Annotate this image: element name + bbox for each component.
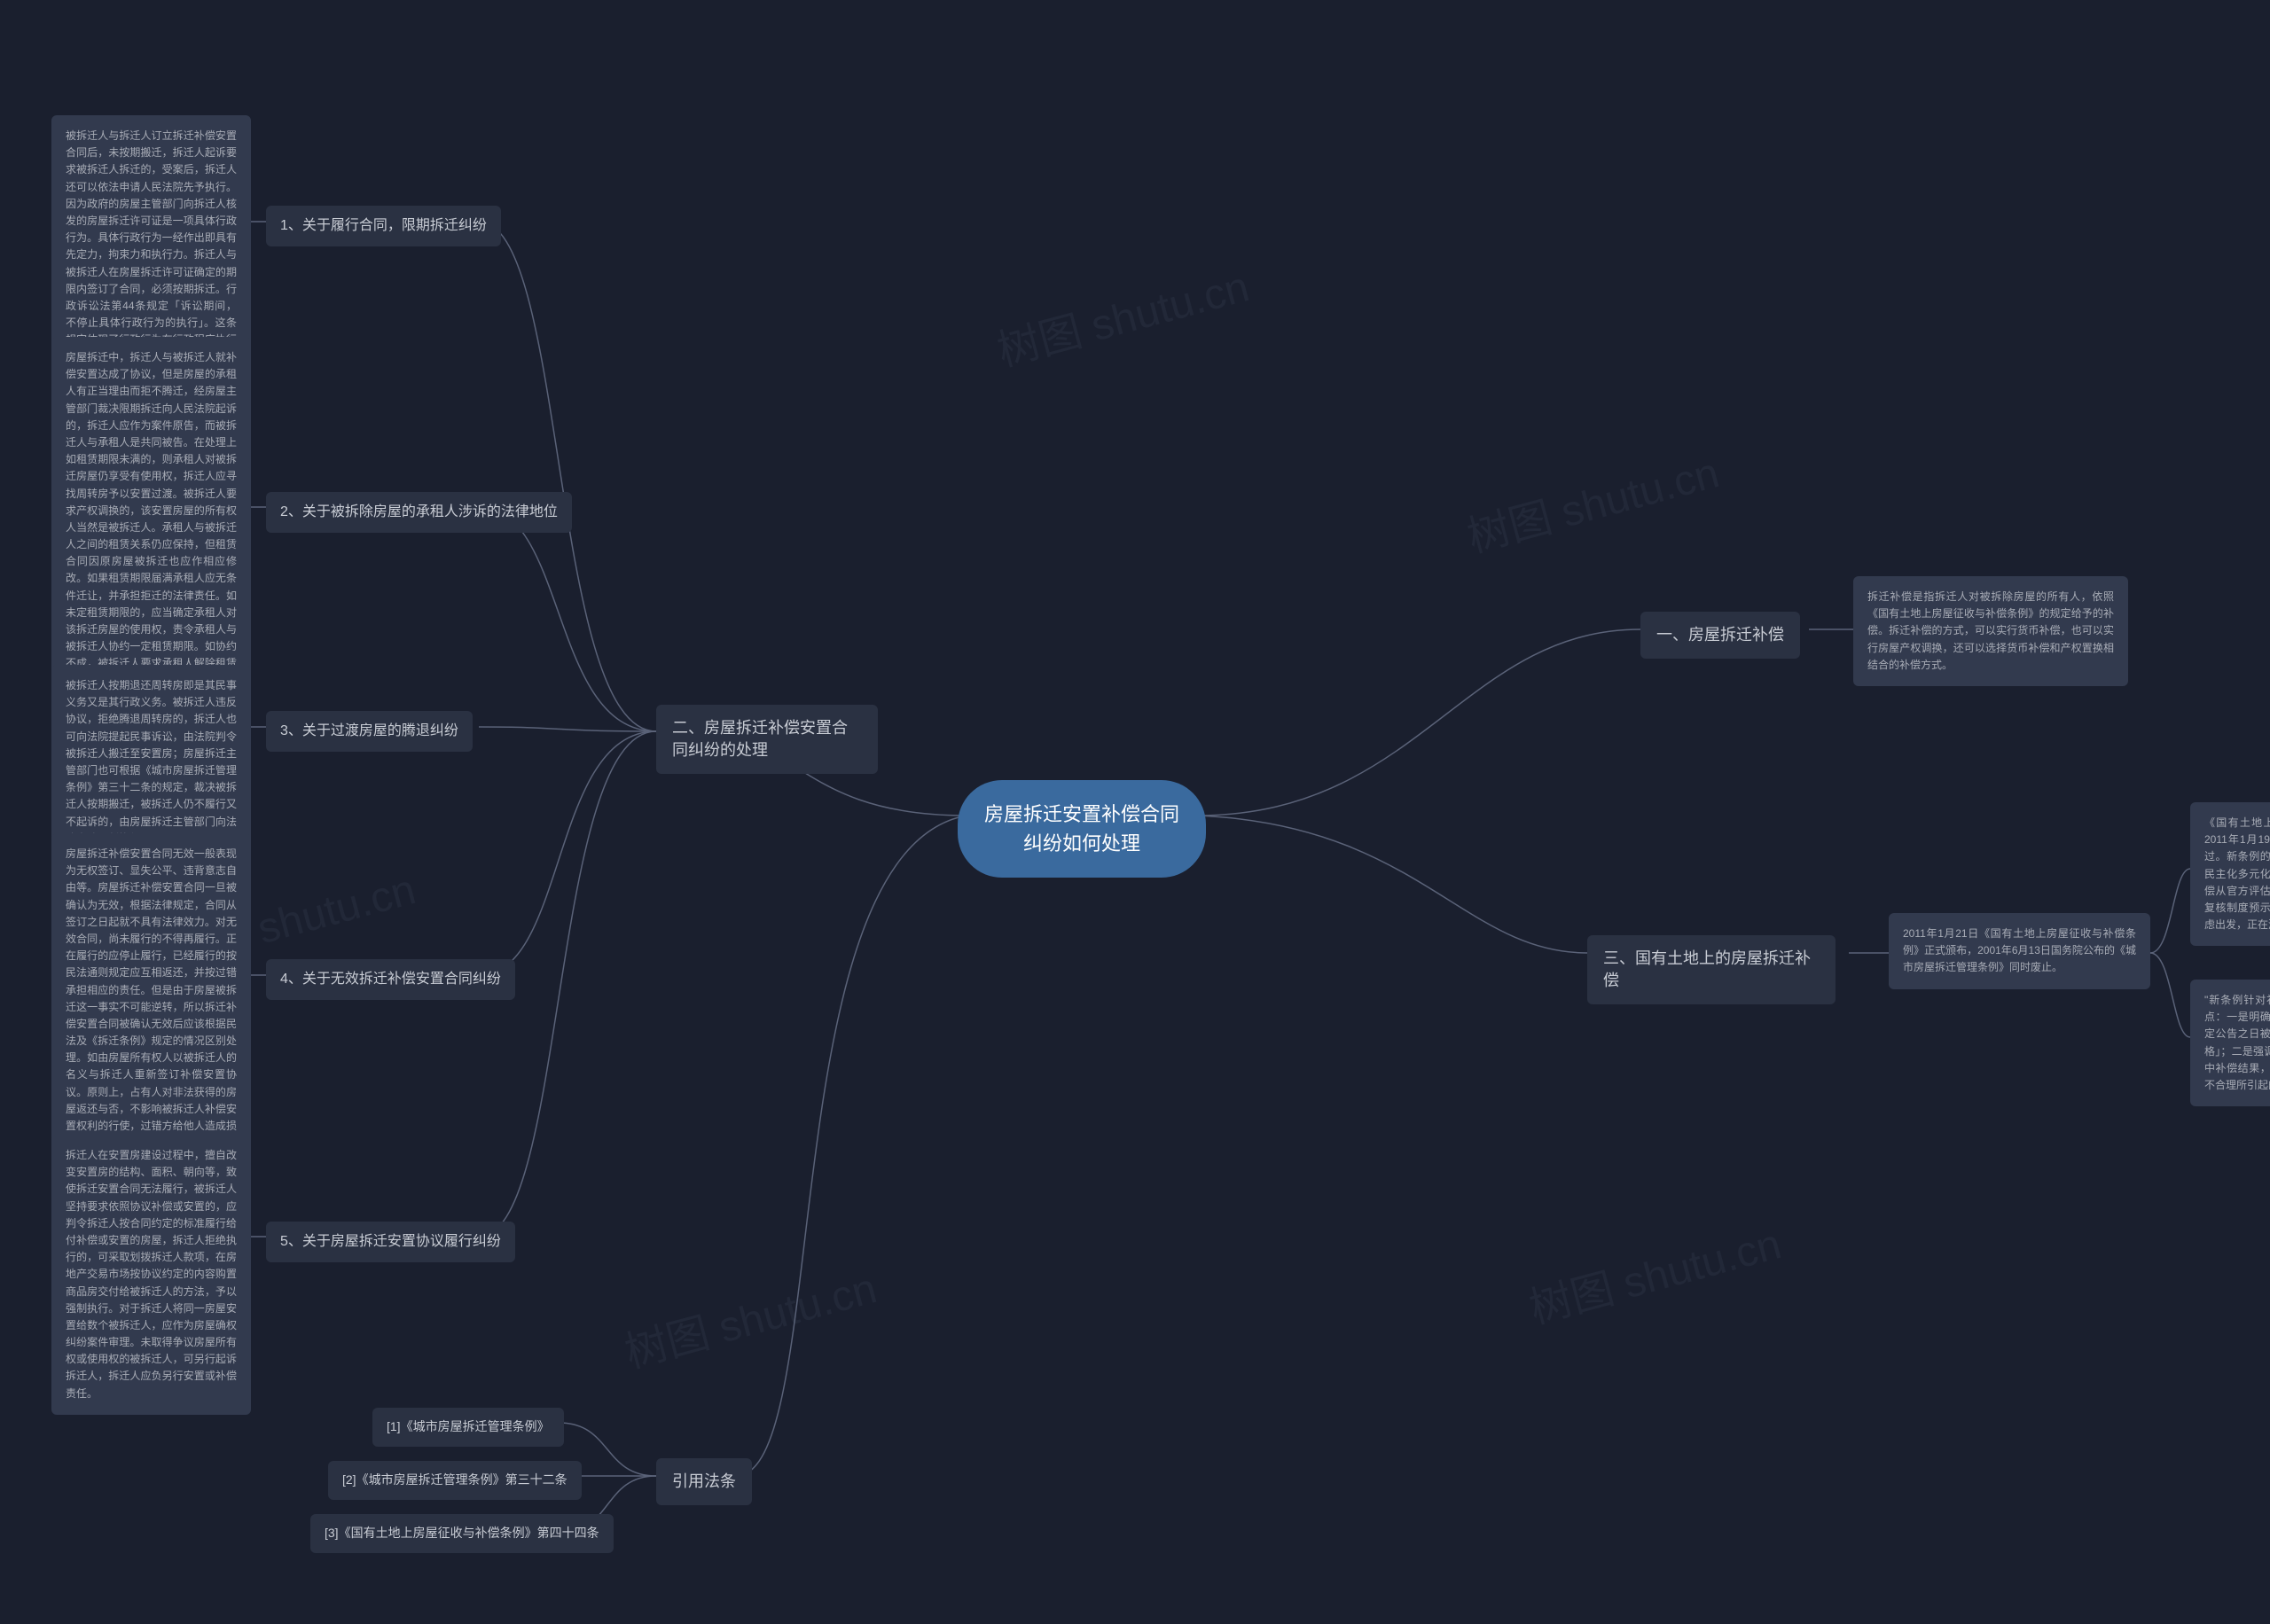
branch-node-dispute-handling[interactable]: 二、房屋拆迁补偿安置合同纠纷的处理 xyxy=(656,705,878,774)
leaf-node[interactable]: 5、关于房屋拆迁安置协议履行纠纷 xyxy=(266,1222,515,1262)
leaf-node[interactable]: 1、关于履行合同，限期拆迁纠纷 xyxy=(266,206,501,246)
center-node[interactable]: 房屋拆迁安置补偿合同纠纷如何处理 xyxy=(958,780,1206,878)
branch-node-state-land[interactable]: 三、国有土地上的房屋拆迁补偿 xyxy=(1587,935,1836,1004)
ref-item[interactable]: [1]《城市房屋拆迁管理条例》 xyxy=(372,1408,564,1447)
branch-node-compensation[interactable]: 一、房屋拆迁补偿 xyxy=(1640,612,1800,659)
ref-item[interactable]: [2]《城市房屋拆迁管理条例》第三十二条 xyxy=(328,1461,582,1500)
desc-node: 拆迁补偿是指拆迁人对被拆除房屋的所有人，依照《国有土地上房屋征收与补偿条例》的规… xyxy=(1853,576,2128,686)
branch-node-references[interactable]: 引用法条 xyxy=(656,1458,752,1505)
desc-node: 被拆迁人按期退还周转房即是其民事义务又是其行政义务。被拆迁人违反协议，拒绝腾退周… xyxy=(51,665,251,860)
desc-node: 拆迁人在安置房建设过程中，擅自改变安置房的结构、面积、朝向等，致使拆迁安置合同无… xyxy=(51,1135,251,1415)
desc-node: "新条例针对补偿数额的确定有两大核心要点：一是明确评估价「不得低于房屋征收决定公… xyxy=(2190,980,2270,1106)
desc-node: 2011年1月21日《国有土地上房屋征收与补偿条例》正式颁布，2001年6月13… xyxy=(1889,913,2150,989)
leaf-node[interactable]: 4、关于无效拆迁补偿安置合同纠纷 xyxy=(266,959,515,1000)
leaf-node[interactable]: 2、关于被拆除房屋的承租人涉诉的法律地位 xyxy=(266,492,572,533)
leaf-node[interactable]: 3、关于过渡房屋的腾退纠纷 xyxy=(266,711,473,752)
ref-item[interactable]: [3]《国有土地上房屋征收与补偿条例》第四十四条 xyxy=(310,1514,614,1553)
desc-node: 《国有土地上房屋征收与补偿条例》已经2011年1月19日国务院第141次常务会议… xyxy=(2190,802,2270,946)
